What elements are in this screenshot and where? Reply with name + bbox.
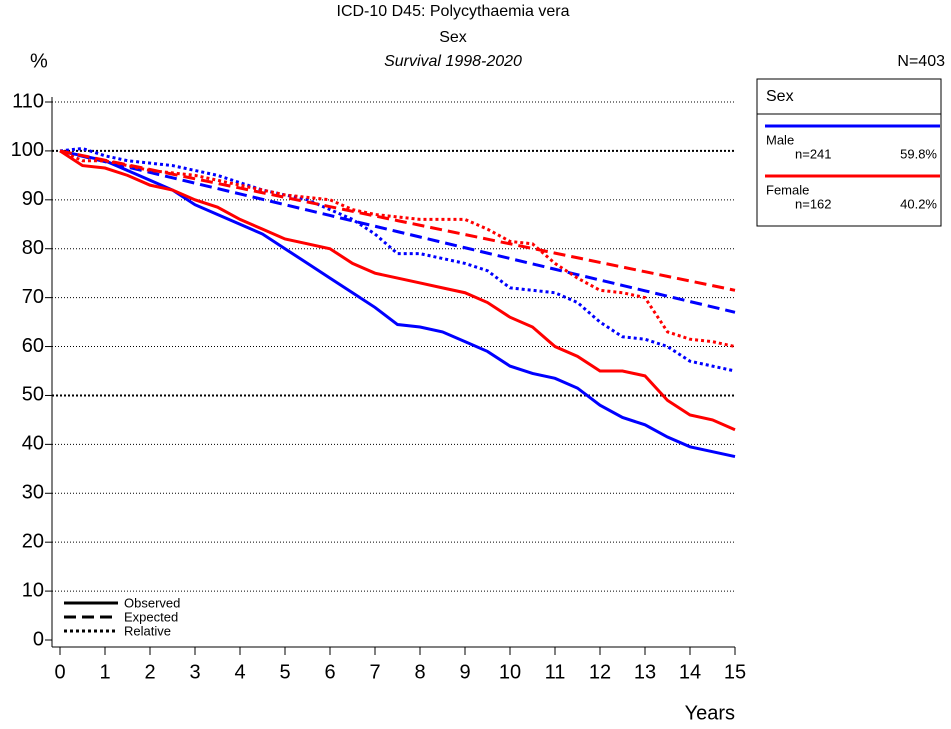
x-tick-label: 11 — [545, 661, 566, 683]
y-tick-label: 110 — [12, 90, 44, 112]
total: N=403 — [897, 53, 945, 70]
y-tick-label: 80 — [22, 237, 44, 259]
x-tick-label: 0 — [54, 661, 65, 683]
y-tick-label: 40 — [22, 433, 44, 455]
y-tick-label: 0 — [33, 628, 44, 650]
x-tick-label: 4 — [234, 661, 245, 683]
x-tick-label: 8 — [414, 661, 425, 683]
x-tick-label: 6 — [324, 661, 335, 683]
x-tick-label: 1 — [99, 661, 110, 683]
legend-count: n=162 — [795, 196, 832, 211]
y-tick-label: 90 — [22, 188, 44, 210]
legend-share: 40.2% — [900, 196, 937, 211]
x-axis-label: Years — [685, 702, 735, 724]
y-tick-label: 50 — [22, 384, 44, 406]
y-axis-label: % — [30, 50, 48, 72]
legend-share: 59.8% — [900, 146, 937, 161]
y-tick-label: 100 — [11, 139, 44, 161]
x-tick-label: 9 — [459, 661, 470, 683]
style-label: Observed — [124, 595, 180, 610]
x-tick-label: 10 — [499, 661, 521, 683]
chart-subtitle: Sex — [439, 29, 467, 46]
period: Survival 1998-2020 — [384, 53, 522, 70]
y-tick-label: 20 — [22, 530, 44, 552]
x-tick-label: 3 — [189, 661, 200, 683]
y-tick-label: 70 — [22, 286, 44, 308]
legend-title: Sex — [766, 88, 794, 105]
chart-title: ICD-10 D45: Polycythaemia vera — [337, 3, 570, 20]
survival-line — [59, 149, 736, 459]
survival-line — [59, 149, 736, 314]
survival-line — [59, 149, 736, 432]
style-label: Relative — [124, 623, 171, 638]
x-tick-label: 14 — [679, 661, 701, 683]
x-tick-label: 12 — [589, 661, 611, 683]
style-label: Expected — [124, 609, 178, 624]
y-tick-label: 30 — [22, 482, 44, 504]
x-tick-label: 5 — [279, 661, 290, 683]
x-tick-label: 7 — [369, 661, 380, 683]
x-tick-label: 13 — [634, 661, 656, 683]
y-tick-label: 10 — [22, 579, 44, 601]
x-tick-label: 15 — [724, 661, 746, 683]
x-tick-label: 2 — [144, 661, 155, 683]
legend-box — [756, 78, 942, 227]
y-tick-label: 60 — [22, 335, 44, 357]
survival-line — [59, 149, 736, 349]
legend-label: Male — [766, 132, 794, 147]
survival-line — [59, 146, 736, 373]
legend-label: Female — [766, 182, 809, 197]
legend-count: n=241 — [795, 146, 832, 161]
